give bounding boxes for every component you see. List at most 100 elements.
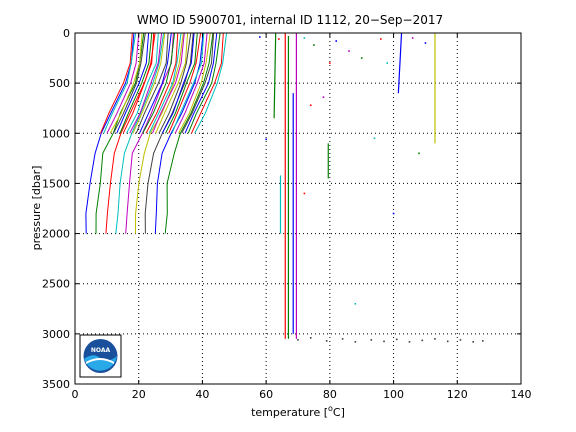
- profile-line-shallow: [178, 32, 211, 134]
- outlier-point: [329, 62, 331, 64]
- outlier-point: [335, 40, 338, 42]
- outlier-point: [278, 38, 280, 40]
- outlier-point: [459, 339, 462, 341]
- profile-line-shallow: [126, 32, 159, 134]
- profile-line-shallow: [122, 32, 156, 134]
- y-tick-label: 3000: [42, 328, 70, 341]
- outlier-point: [322, 96, 325, 98]
- outlier-point: [303, 192, 306, 195]
- profile-line-shallow: [106, 32, 140, 134]
- outlier-segment: [397, 32, 403, 94]
- profile-line-shallow: [129, 32, 163, 134]
- profile-line-shallow: [119, 32, 153, 134]
- x-axis-label-post: C]: [333, 406, 345, 419]
- profile-line-shallow: [132, 32, 166, 134]
- outlier-point: [348, 50, 350, 52]
- profile-line-shallow: [165, 32, 198, 134]
- profile-line-shallow: [148, 32, 182, 134]
- outlier-segment: [273, 32, 277, 119]
- profile-line-shallow: [194, 32, 228, 134]
- outlier-point: [380, 38, 382, 40]
- profile-line-shallow: [181, 32, 215, 134]
- outlier-point: [434, 338, 436, 340]
- outlier-point: [341, 338, 344, 340]
- profile-line-shallow: [187, 32, 221, 134]
- x-tick-label: 20: [132, 388, 146, 401]
- x-tick-label: 80: [323, 388, 337, 401]
- outlier-point: [395, 338, 398, 341]
- profile-line-shallow: [113, 32, 146, 134]
- outlier-point: [303, 37, 306, 39]
- profile-line-shallow: [100, 32, 133, 134]
- y-tick-label: 1500: [42, 177, 70, 190]
- profile-lines: [85, 32, 228, 234]
- profile-line-shallow: [171, 32, 205, 134]
- x-axis-label-pre: temperature [: [251, 406, 328, 419]
- profile-line-deep: [164, 32, 214, 234]
- profile-line-shallow: [109, 32, 143, 134]
- outlier-point: [408, 341, 411, 343]
- profile-line-shallow: [184, 32, 218, 134]
- noaa-logo-gull: [86, 358, 114, 364]
- y-tick-label: 2500: [42, 278, 70, 291]
- noaa-logo: NOAA: [79, 334, 122, 378]
- outlier-point: [313, 44, 315, 46]
- noaa-logo-text: NOAA: [91, 347, 111, 354]
- outlier-point: [383, 340, 385, 343]
- y-tick-label: 2000: [42, 228, 70, 241]
- outlier-point: [386, 62, 388, 64]
- outlier-point: [354, 302, 357, 305]
- outlier-point: [258, 36, 261, 38]
- noaa-logo-wave: [84, 355, 117, 371]
- outlier-point: [472, 341, 475, 343]
- profile-line-shallow: [158, 32, 192, 134]
- outlier-point: [421, 339, 424, 342]
- profile-line-shallow: [152, 32, 185, 134]
- outlier-point: [360, 57, 363, 59]
- profile-line-shallow: [135, 32, 169, 134]
- outlier-point: [424, 42, 427, 44]
- x-tick-label: 40: [195, 388, 209, 401]
- axis-ticks: 0 20 40 60 80 100 120 140 0 500 1000 1500 2000 2500 30…: [42, 27, 532, 401]
- x-tick-label: 140: [511, 388, 532, 401]
- profile-line-deep: [154, 32, 204, 234]
- x-tick-label: 100: [383, 388, 404, 401]
- x-axis-label: temperature [oC]: [251, 404, 345, 419]
- x-axis-label-degree: o: [328, 404, 333, 413]
- outlier-point: [370, 339, 373, 341]
- outlier-point: [411, 37, 414, 39]
- profile-line-shallow: [145, 32, 179, 134]
- profile-line-shallow: [161, 32, 195, 134]
- profile-line-deep: [125, 32, 174, 234]
- grid-lines: [75, 33, 521, 384]
- axes-frame: [74, 32, 522, 385]
- profile-line-deep: [95, 32, 145, 234]
- profile-line-deep: [135, 32, 184, 234]
- outlier-point: [354, 341, 357, 343]
- plot-area: [75, 33, 521, 384]
- outlier-point: [481, 340, 484, 342]
- x-tick-label: 120: [447, 388, 468, 401]
- profile-line-shallow: [168, 32, 202, 134]
- outlier-point: [418, 152, 420, 155]
- chart-title: WMO ID 5900701, internal ID 1112, 20−Sep…: [137, 13, 443, 27]
- outlier-point: [309, 337, 312, 339]
- profile-line-shallow: [142, 32, 176, 134]
- y-tick-label: 1000: [42, 127, 70, 140]
- outlier-point: [297, 339, 299, 341]
- y-tick-label: 500: [49, 77, 70, 90]
- profile-line-shallow: [116, 32, 150, 134]
- profile-line-shallow: [103, 32, 137, 134]
- profile-line-shallow: [155, 32, 189, 134]
- outlier-point: [265, 138, 267, 141]
- x-tick-label: 60: [259, 388, 273, 401]
- profile-line-shallow: [191, 32, 224, 134]
- y-tick-label: 0: [63, 27, 70, 40]
- outlier-point: [373, 137, 376, 140]
- outlier-point: [325, 340, 328, 342]
- outlier-point: [446, 340, 449, 343]
- y-tick-label: 3500: [42, 378, 70, 391]
- profile-line-shallow: [139, 32, 172, 134]
